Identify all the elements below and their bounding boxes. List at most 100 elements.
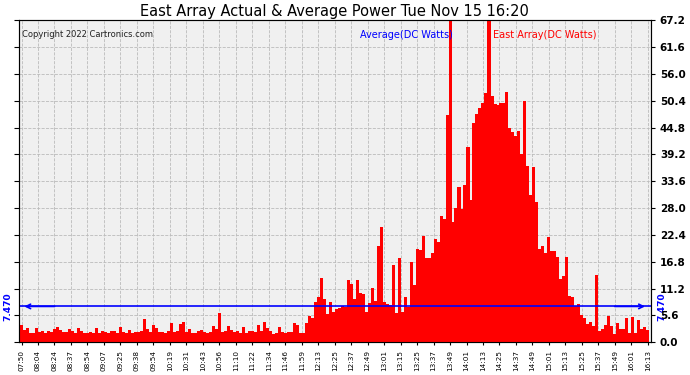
Bar [146, 328, 149, 342]
Bar [500, 104, 502, 342]
Bar [119, 327, 122, 342]
Bar [161, 332, 164, 342]
Bar [616, 323, 620, 342]
Bar [107, 333, 110, 342]
Bar [268, 331, 272, 342]
Bar [215, 329, 218, 342]
Bar [110, 330, 113, 342]
Bar [535, 202, 538, 342]
Bar [634, 333, 638, 342]
Bar [328, 302, 332, 342]
Bar [595, 275, 598, 342]
Bar [179, 324, 182, 342]
Bar [170, 323, 173, 342]
Bar [524, 101, 526, 342]
Bar [194, 333, 197, 342]
Bar [218, 314, 221, 342]
Bar [134, 332, 137, 342]
Bar [236, 331, 239, 342]
Bar [176, 332, 179, 342]
Bar [493, 104, 497, 342]
Bar [302, 333, 305, 342]
Bar [551, 251, 553, 342]
Bar [424, 258, 428, 342]
Bar [589, 322, 593, 342]
Bar [442, 219, 446, 342]
Bar [571, 297, 574, 342]
Bar [388, 305, 392, 342]
Bar [533, 167, 535, 342]
Bar [167, 332, 170, 342]
Bar [319, 278, 323, 342]
Bar [250, 331, 254, 342]
Bar [556, 256, 560, 342]
Bar [314, 302, 317, 342]
Bar [547, 237, 551, 342]
Bar [245, 333, 248, 342]
Bar [350, 284, 353, 342]
Text: East Array(DC Watts): East Array(DC Watts) [493, 30, 596, 40]
Bar [580, 315, 584, 342]
Bar [620, 329, 622, 342]
Bar [101, 332, 104, 342]
Text: Copyright 2022 Cartronics.com: Copyright 2022 Cartronics.com [21, 30, 152, 39]
Bar [89, 332, 92, 342]
Bar [181, 322, 185, 342]
Title: East Array Actual & Average Power Tue Nov 15 16:20: East Array Actual & Average Power Tue No… [140, 4, 529, 19]
Bar [446, 115, 448, 342]
Bar [491, 96, 493, 342]
Bar [647, 330, 649, 342]
Bar [415, 249, 419, 342]
Bar [290, 332, 293, 342]
Bar [59, 330, 62, 342]
Bar [155, 328, 158, 342]
Bar [41, 331, 44, 342]
Bar [440, 216, 442, 342]
Bar [473, 123, 475, 342]
Bar [592, 326, 595, 342]
Bar [35, 328, 38, 342]
Bar [239, 333, 241, 342]
Bar [293, 322, 296, 342]
Bar [140, 332, 143, 342]
Bar [50, 332, 53, 342]
Bar [221, 332, 224, 342]
Bar [308, 316, 310, 342]
Bar [71, 332, 74, 342]
Text: Average(DC Watts): Average(DC Watts) [360, 30, 453, 40]
Bar [83, 333, 86, 342]
Bar [638, 320, 640, 342]
Bar [437, 243, 440, 342]
Bar [553, 251, 556, 342]
Bar [44, 333, 47, 342]
Bar [386, 304, 388, 342]
Bar [284, 333, 287, 342]
Bar [604, 324, 607, 342]
Bar [77, 328, 80, 342]
Bar [382, 302, 386, 342]
Bar [574, 306, 578, 342]
Bar [509, 128, 511, 342]
Bar [359, 292, 362, 342]
Bar [526, 166, 529, 342]
Bar [413, 285, 415, 342]
Bar [433, 239, 437, 342]
Bar [128, 330, 131, 342]
Bar [502, 103, 506, 342]
Bar [149, 332, 152, 342]
Bar [520, 154, 524, 342]
Bar [233, 332, 236, 342]
Bar [364, 312, 368, 342]
Bar [428, 258, 431, 342]
Bar [185, 333, 188, 342]
Bar [410, 262, 413, 342]
Bar [286, 332, 290, 342]
Bar [598, 331, 602, 342]
Bar [544, 253, 547, 342]
Bar [629, 333, 631, 342]
Bar [323, 298, 326, 342]
Bar [601, 330, 604, 342]
Bar [227, 326, 230, 342]
Bar [20, 326, 23, 342]
Bar [23, 330, 26, 342]
